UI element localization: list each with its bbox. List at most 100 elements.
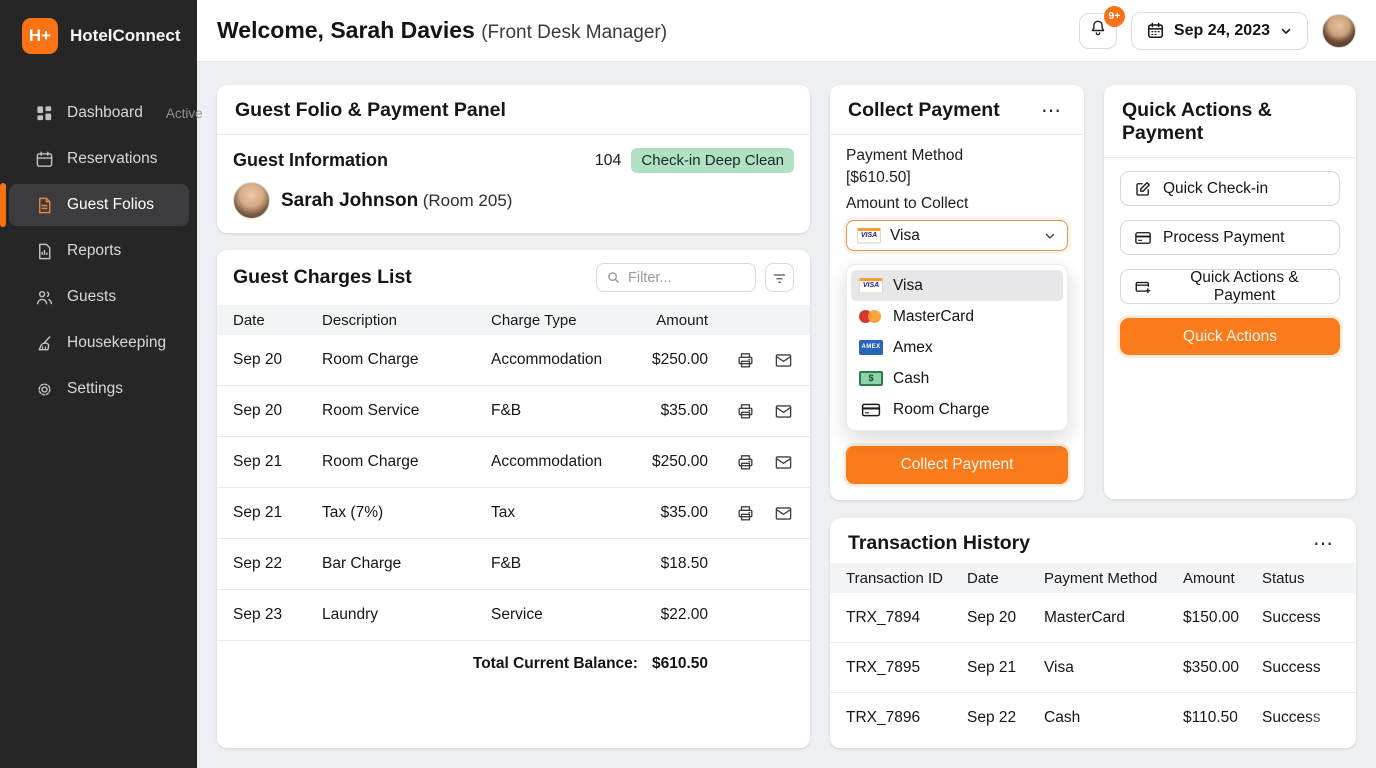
sidebar-item-label: Housekeeping [67, 334, 166, 352]
notifications-button[interactable]: 9+ [1079, 13, 1117, 49]
amex-icon: AMEX [859, 340, 883, 355]
collect-payment-button[interactable]: Collect Payment [846, 446, 1068, 484]
balance-bracket: [$610.50] [846, 169, 1068, 187]
mail-icon[interactable] [774, 402, 793, 421]
quick-actions-primary-button[interactable]: Quick Actions [1120, 318, 1340, 355]
process-payment-button[interactable]: Process Payment [1120, 220, 1340, 255]
charge-row: Sep 21 Tax (7%) Tax $35.00 [217, 488, 810, 539]
print-icon[interactable] [736, 504, 755, 523]
sidebar-item-housekeeping[interactable]: Housekeeping [9, 322, 189, 364]
charge-row: Sep 23 Laundry Service $22.00 [217, 590, 810, 641]
dropdown-option-mastercard[interactable]: MasterCard [851, 301, 1063, 332]
mail-icon[interactable] [774, 453, 793, 472]
overflow-menu-icon[interactable]: ⋯ [1309, 537, 1338, 551]
filter-icon [772, 270, 787, 285]
transaction-amount: $110.50 [1183, 709, 1262, 727]
charge-row: Sep 22 Bar Charge F&B $18.50 [217, 539, 810, 590]
column-header-date: Date [967, 570, 1044, 587]
brand-logo-icon: H+ [22, 18, 58, 54]
total-balance-row: Total Current Balance: $610.50 [217, 641, 810, 673]
charge-description: Bar Charge [322, 555, 491, 573]
sidebar-item-reservations[interactable]: Reservations [9, 138, 189, 180]
filter-input-wrapper [596, 263, 756, 292]
transactions-table-header: Transaction IDDatePayment MethodAmountSt… [830, 563, 1356, 593]
sidebar-item-label: Guest Folios [67, 196, 154, 214]
filter-button[interactable] [765, 263, 794, 292]
sidebar-item-guests[interactable]: Guests [9, 276, 189, 318]
sidebar-item-guest-folios[interactable]: Guest Folios [9, 184, 189, 226]
quick-actions-title: Quick Actions & Payment [1122, 99, 1338, 145]
brand-name: HotelConnect [70, 26, 181, 46]
column-header-payment-method: Payment Method [1044, 570, 1183, 587]
dropdown-option-visa[interactable]: VISA Visa [851, 270, 1063, 301]
sidebar-item-settings[interactable]: Settings [9, 368, 189, 410]
filter-input[interactable] [628, 270, 738, 286]
grid-icon [35, 104, 54, 123]
dropdown-option-room-charge[interactable]: Room Charge [851, 394, 1063, 425]
user-avatar[interactable] [1322, 14, 1356, 48]
guest-avatar [233, 182, 270, 219]
guest-name: Sarah Johnson [281, 190, 418, 211]
report-icon [35, 242, 54, 261]
chevron-down-icon [1279, 24, 1293, 38]
welcome-role: (Front Desk Manager) [481, 22, 667, 43]
date-picker-button[interactable]: Sep 24, 2023 [1131, 12, 1308, 50]
sidebar-item-dashboard[interactable]: Dashboard Active [9, 92, 189, 134]
header-actions: 9+ Sep 24, 2023 [1079, 12, 1356, 50]
sidebar-item-label: Dashboard [67, 104, 143, 122]
sidebar-item-reports[interactable]: Reports [9, 230, 189, 272]
transaction-date: Sep 20 [967, 609, 1044, 627]
dropdown-option-label: MasterCard [893, 308, 974, 326]
payment-method-select[interactable]: VISA Visa [846, 220, 1068, 251]
sidebar-item-label: Guests [67, 288, 116, 306]
quick-actions-header: Quick Actions & Payment [1104, 85, 1356, 158]
transaction-status: Success [1262, 659, 1340, 677]
transaction-date: Sep 21 [967, 659, 1044, 677]
column-header-description: Description [322, 312, 491, 329]
dropdown-option-label: Amex [893, 339, 933, 357]
document-icon [35, 196, 54, 215]
dropdown-option-cash[interactable]: $ Cash [851, 363, 1063, 394]
creditcard-icon [1134, 229, 1152, 247]
transactions-table-body: TRX_7894 Sep 20 MasterCard $150.00 Succe… [830, 593, 1356, 743]
selected-method-label: Visa [890, 227, 1034, 245]
column-header-transaction-id: Transaction ID [846, 570, 967, 587]
overflow-menu-icon[interactable]: ⋯ [1037, 104, 1066, 118]
dropdown-option-amex[interactable]: AMEX Amex [851, 332, 1063, 363]
quick-check-in-button[interactable]: Quick Check-in [1120, 171, 1340, 206]
print-icon[interactable] [736, 402, 755, 421]
transaction-history-header: Transaction History ⋯ [830, 518, 1356, 563]
charge-description: Tax (7%) [322, 504, 491, 522]
charge-type: F&B [491, 402, 622, 420]
charge-row: Sep 20 Room Service F&B $35.00 [217, 386, 810, 437]
charge-type: Accommodation [491, 453, 622, 471]
visa-icon: VISA [859, 278, 883, 294]
quick-actions-payment-button[interactable]: Quick Actions & Payment [1120, 269, 1340, 304]
welcome-text: Welcome, Sarah Davies [217, 17, 475, 43]
sidebar-item-label: Settings [67, 380, 123, 398]
print-icon[interactable] [736, 453, 755, 472]
charge-type: Tax [491, 504, 622, 522]
sidebar-item-label: Reservations [67, 150, 157, 168]
collect-payment-body: Payment Method [$610.50] Amount to Colle… [830, 135, 1084, 251]
total-balance-value: $610.50 [652, 655, 708, 673]
charge-actions [708, 402, 794, 421]
payment-method-label: Payment Method [846, 147, 1068, 165]
payment-method-dropdown: VISA Visa MasterCard AMEX Amex $ Cash Ro… [846, 264, 1068, 431]
charge-amount: $22.00 [622, 606, 708, 624]
transaction-history-title: Transaction History [848, 532, 1030, 555]
column-header-status: Status [1262, 570, 1340, 587]
charge-actions [708, 351, 794, 370]
print-icon[interactable] [736, 351, 755, 370]
broom-icon [35, 334, 54, 353]
transaction-id: TRX_7896 [846, 709, 967, 727]
transaction-amount: $150.00 [1183, 609, 1262, 627]
charge-date: Sep 21 [233, 453, 322, 471]
mail-icon[interactable] [774, 504, 793, 523]
charge-amount: $250.00 [622, 351, 708, 369]
users-icon [35, 288, 54, 307]
mail-icon[interactable] [774, 351, 793, 370]
collect-payment-panel: Collect Payment ⋯ Payment Method [$610.5… [830, 85, 1084, 500]
card-icon [859, 402, 883, 418]
charge-amount: $18.50 [622, 555, 708, 573]
